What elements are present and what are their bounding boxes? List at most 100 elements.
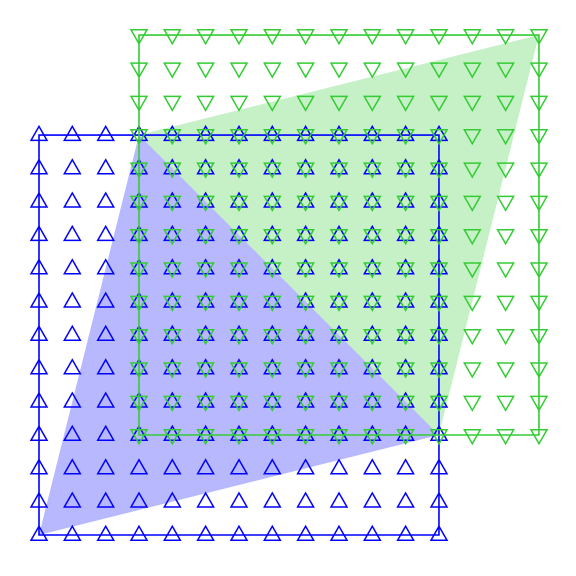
series-2-point bbox=[196, 162, 215, 179]
series-1-point bbox=[229, 491, 249, 508]
series-2-point bbox=[329, 28, 349, 46]
series-2-point bbox=[529, 162, 549, 179]
series-1-point bbox=[229, 191, 249, 208]
series-2-point bbox=[229, 62, 249, 79]
series-1-point bbox=[429, 124, 449, 142]
series-1-point bbox=[296, 458, 315, 475]
series-1-point bbox=[29, 224, 49, 242]
series-1-point bbox=[63, 224, 82, 242]
series-1-point bbox=[396, 124, 415, 142]
series-2-point bbox=[429, 428, 449, 446]
series-2-point bbox=[196, 128, 215, 146]
series-1-point bbox=[196, 224, 215, 242]
series-1-point bbox=[363, 191, 382, 208]
series-2-point bbox=[229, 328, 249, 346]
series-2-point bbox=[363, 295, 382, 312]
series-1-point bbox=[163, 391, 182, 408]
series-2-point bbox=[396, 228, 415, 246]
series-2-point bbox=[529, 195, 549, 212]
series-1-point bbox=[163, 491, 182, 508]
series-1-point bbox=[163, 224, 182, 242]
series-2-point bbox=[163, 428, 182, 446]
series-2-point bbox=[329, 428, 349, 446]
series-1-point bbox=[429, 358, 449, 375]
series-1-point bbox=[429, 324, 449, 342]
series-1-point bbox=[163, 358, 182, 375]
series-1-point bbox=[229, 391, 249, 408]
series-1-point bbox=[296, 391, 315, 408]
series-1-point bbox=[63, 258, 82, 275]
series-2-point bbox=[129, 95, 149, 112]
series-1-point bbox=[229, 124, 249, 142]
series-1-point bbox=[96, 124, 115, 142]
series-2-point bbox=[363, 162, 382, 179]
series-1-point bbox=[363, 258, 382, 275]
series-2-point bbox=[263, 62, 282, 79]
series-1-point bbox=[263, 191, 282, 208]
series-1-point bbox=[196, 291, 215, 308]
series-1-point bbox=[163, 524, 182, 542]
series-1-point bbox=[163, 458, 182, 475]
series-1-point bbox=[263, 524, 282, 542]
series-1-point bbox=[63, 524, 82, 542]
series-1-point bbox=[263, 258, 282, 275]
series-2-point bbox=[163, 262, 182, 279]
series-2-point bbox=[529, 62, 549, 79]
series-2-point bbox=[429, 395, 449, 412]
series-1-point bbox=[63, 424, 82, 442]
series-2-point bbox=[129, 395, 149, 412]
series-2-point bbox=[129, 428, 149, 446]
series-2-point bbox=[229, 128, 249, 146]
series-2-point bbox=[196, 362, 215, 379]
series-2-point bbox=[296, 328, 315, 346]
series-2-point bbox=[329, 362, 349, 379]
series-1-point bbox=[296, 524, 315, 542]
series-1-point bbox=[63, 391, 82, 408]
series-1-point bbox=[429, 191, 449, 208]
series-2-point bbox=[396, 262, 415, 279]
series-1-point bbox=[96, 491, 115, 508]
series-1-point bbox=[29, 391, 49, 408]
series-1-point bbox=[129, 491, 149, 508]
series-1-point bbox=[329, 258, 349, 275]
series-2-point bbox=[496, 95, 515, 112]
series-2-point bbox=[363, 362, 382, 379]
series-2-point bbox=[529, 262, 549, 279]
series-2-point bbox=[463, 95, 482, 112]
series-1-point bbox=[263, 491, 282, 508]
series-2-edge-line bbox=[138, 34, 540, 436]
series-2-point bbox=[296, 362, 315, 379]
series-1-point bbox=[96, 191, 115, 208]
series-1-point bbox=[29, 258, 49, 275]
series-2-point bbox=[263, 95, 282, 112]
series-2-point bbox=[329, 295, 349, 312]
series-2-point bbox=[196, 262, 215, 279]
series-2-point bbox=[163, 62, 182, 79]
series-2-point bbox=[496, 362, 515, 379]
series-1-point bbox=[396, 491, 415, 508]
series-1-point bbox=[329, 191, 349, 208]
series-1-point bbox=[29, 524, 49, 542]
series-1-point bbox=[96, 424, 115, 442]
series-1-point bbox=[63, 324, 82, 342]
series-2-point bbox=[196, 328, 215, 346]
series-1-point bbox=[63, 358, 82, 375]
series-2-point bbox=[263, 328, 282, 346]
series-2-point bbox=[129, 295, 149, 312]
series-2-point bbox=[529, 128, 549, 146]
series-2-point bbox=[229, 228, 249, 246]
series-2-point bbox=[329, 395, 349, 412]
series-2-point bbox=[163, 162, 182, 179]
series-1-point bbox=[296, 258, 315, 275]
series-1-point bbox=[63, 291, 82, 308]
series-1-point bbox=[96, 291, 115, 308]
series-1-point bbox=[429, 158, 449, 175]
series-1-point bbox=[396, 524, 415, 542]
series-2-point bbox=[263, 128, 282, 146]
series-1-point bbox=[396, 291, 415, 308]
series-2-point bbox=[229, 262, 249, 279]
series-2-point bbox=[296, 62, 315, 79]
series-2-point bbox=[496, 195, 515, 212]
